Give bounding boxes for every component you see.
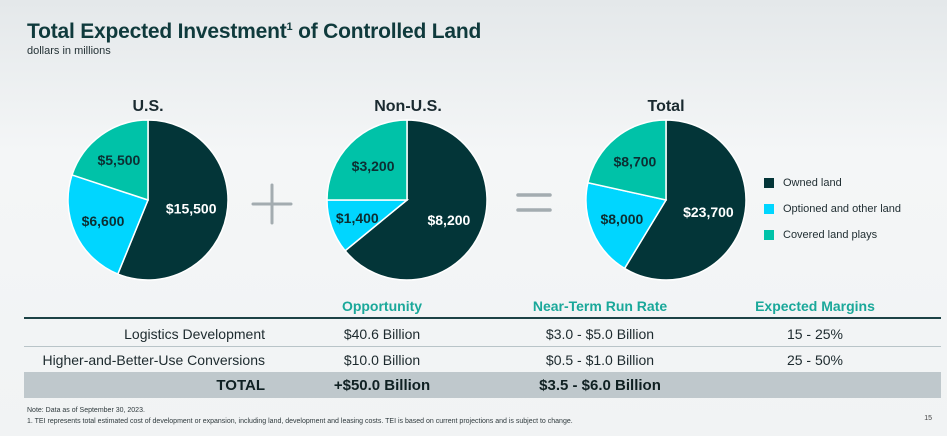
- pie-slice-total-owned: [623, 119, 747, 281]
- page-subtitle: dollars in millions: [27, 45, 111, 57]
- cell-margins: 15 - 25%: [786, 326, 844, 342]
- cell-opportunity: $10.0 Billion: [343, 352, 421, 368]
- note-line: Note: Data as of September 30, 2023.: [27, 407, 145, 414]
- pie-data-label-non-us-owned: $8,200: [427, 212, 470, 228]
- legend-label: Owned land: [783, 177, 842, 189]
- cell-margins: 25 - 50%: [786, 352, 844, 368]
- row-label-hbu: Higher-and-Better-Use Conversions: [42, 352, 265, 368]
- pie-title-total: Total: [647, 98, 685, 115]
- pie-data-label-non-us-covered: $3,200: [352, 158, 395, 174]
- total-opportunity: +$50.0 Billion: [333, 377, 431, 394]
- pie-slice-us-optioned: [67, 173, 149, 276]
- page-title: Total Expected Investment1 of Controlled…: [27, 20, 482, 43]
- pie-slice-non-us-covered: [326, 119, 408, 201]
- row-label-logistics: Logistics Development: [124, 326, 265, 342]
- legend-item-optioned: Optioned and other land: [764, 196, 901, 222]
- legend-label: Optioned and other land: [783, 203, 902, 215]
- table-header-rule: [24, 317, 941, 319]
- legend-label: Covered land plays: [783, 229, 878, 241]
- pie-data-label-total-optioned: $8,000: [600, 211, 643, 227]
- pie-data-label-total-covered: $8,700: [613, 153, 656, 169]
- total-row: [24, 372, 941, 398]
- row-divider: [24, 346, 941, 347]
- col-header-run-rate: Near-Term Run Rate: [532, 298, 668, 314]
- pie-charts: $15,500 $6,600 $5,500 $8,200 $1,400 $3,200 $23…: [67, 119, 747, 281]
- legend-item-owned: Owned land: [764, 170, 901, 196]
- cell-opportunity: $40.6 Billion: [343, 326, 421, 342]
- pie-data-label-us-optioned: $6,600: [82, 213, 125, 229]
- cell-run-rate: $3.0 - $5.0 Billion: [545, 326, 655, 342]
- plus-sign: [251, 183, 293, 225]
- equals-sign: [516, 193, 552, 212]
- col-header-opportunity: Opportunity: [341, 298, 423, 314]
- legend-swatch: [764, 204, 774, 214]
- legend-swatch: [764, 178, 774, 188]
- legend-item-covered: Covered land plays: [764, 222, 901, 248]
- pie-data-label-non-us-optioned: $1,400: [336, 210, 379, 226]
- pie-data-label-us-covered: $5,500: [97, 152, 140, 168]
- total-run-rate: $3.5 - $6.0 Billion: [539, 377, 661, 394]
- footnotes: Note: Data as of September 30, 2023. 1. …: [27, 405, 573, 427]
- pie-slice-non-us-owned: [344, 119, 488, 281]
- page-number: 15: [924, 415, 932, 422]
- pie-slice-us-covered: [71, 119, 149, 202]
- footnote-line: 1. TEI represents total estimated cost o…: [27, 418, 573, 425]
- col-header-margins: Expected Margins: [755, 298, 875, 314]
- pie-data-label-us-owned: $15,500: [166, 201, 217, 217]
- chart-legend: Owned land Optioned and other land Cover…: [764, 170, 901, 248]
- pie-title-us: U.S.: [132, 98, 164, 115]
- pie-slice-total-optioned: [585, 181, 668, 270]
- legend-swatch: [764, 230, 774, 240]
- pie-data-label-total-owned: $23,700: [683, 204, 734, 220]
- cell-run-rate: $0.5 - $1.0 Billion: [545, 352, 655, 368]
- total-label: TOTAL: [216, 377, 265, 394]
- pie-title-non-us: Non-U.S.: [374, 98, 442, 115]
- pie-slice-us-owned: [116, 119, 229, 281]
- pie-slice-total-covered: [586, 119, 667, 201]
